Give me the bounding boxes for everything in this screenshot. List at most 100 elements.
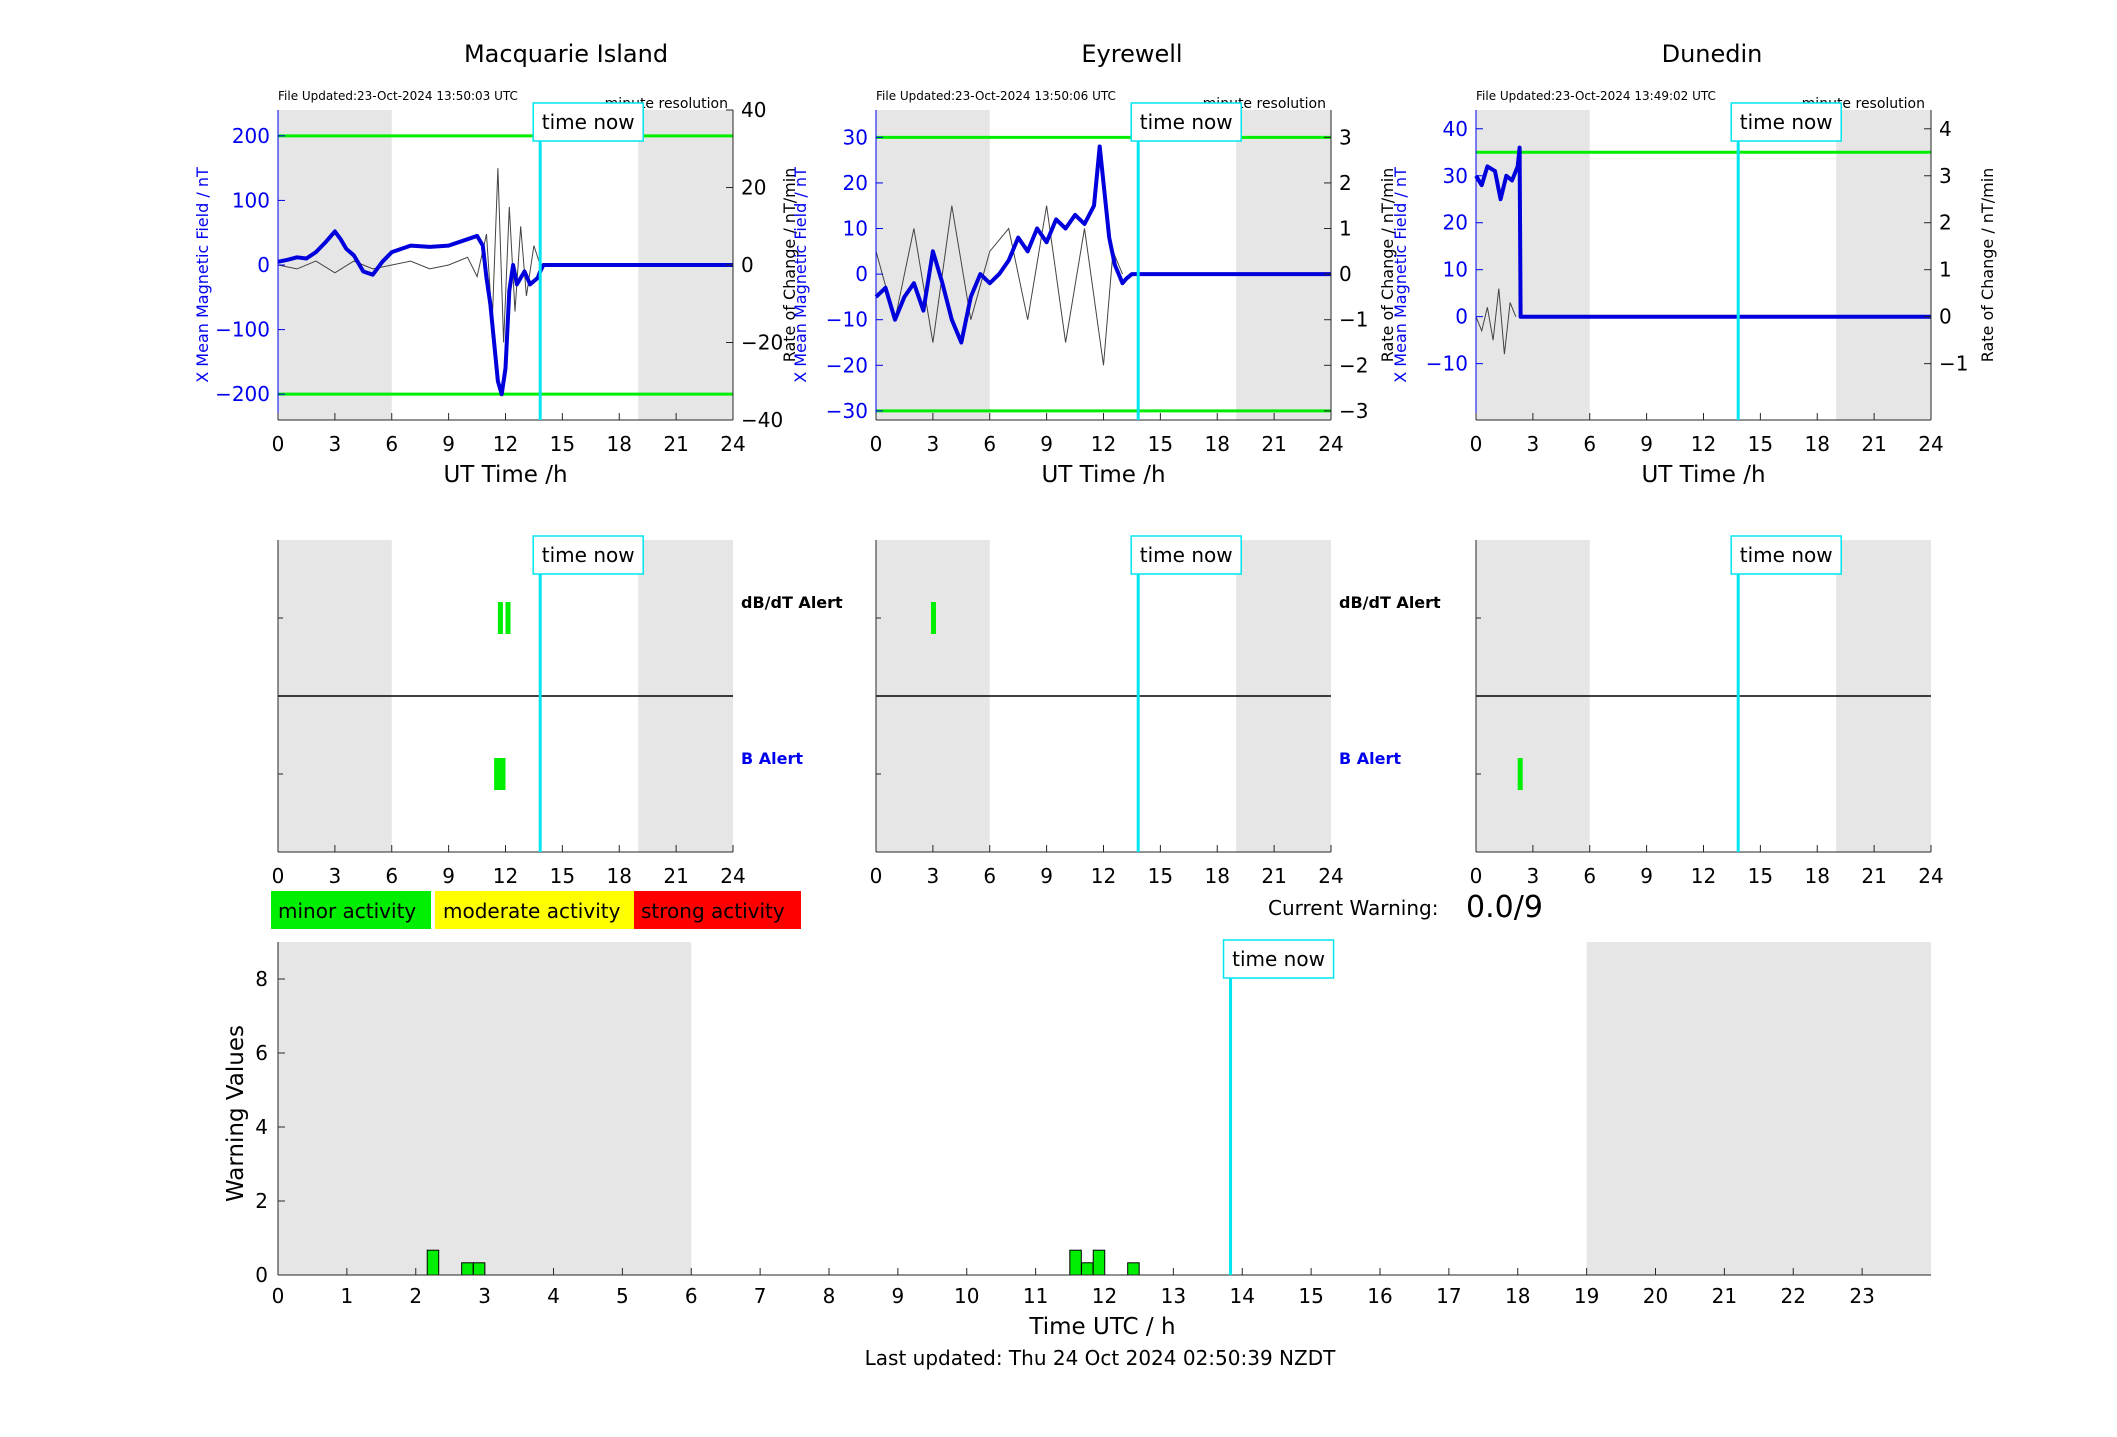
x-tick-label: 18 [607,864,632,888]
alert-chart-1: dB/dT Alert B Alert 0 3 6 9 12 15 18 21 24 time now [870,535,1441,888]
b-alert-label: B Alert [1339,749,1401,768]
x-tick-label: 24 [1318,432,1343,456]
x-tick-label: 11 [1023,1284,1048,1308]
b-alert-bar [1517,758,1523,790]
x-tick-label: 15 [1748,864,1773,888]
x-tick-label: 24 [1918,432,1943,456]
x-tick-label: 3 [478,1284,491,1308]
y-tick-left-label: −100 [215,318,270,342]
x-tick-label: 12 [1091,432,1116,456]
x-tick-label: 6 [983,432,996,456]
y-tick-right-label: 40 [741,98,766,122]
x-tick-label: 18 [607,432,632,456]
x-tick-label: 9 [1040,432,1053,456]
x-axis-label: UT Time /h [1641,462,1765,488]
x-tick-label: 12 [1691,432,1716,456]
b-alert-label: B Alert [741,749,803,768]
y-tick-right-label: −1 [1339,308,1368,332]
x-tick-label: 12 [493,432,518,456]
y-tick-right-label: 20 [741,176,766,200]
x-tick-label: 12 [1092,1284,1117,1308]
x-tick-label: 6 [385,864,398,888]
x-tick-label: 0 [870,864,883,888]
x-tick-label: 3 [927,432,940,456]
y-tick-left-label: −30 [826,399,868,423]
x-tick-label: 10 [954,1284,979,1308]
y-axis-right-label: Rate of Change / nT/min [1978,168,1997,363]
y-tick-left-label: −20 [826,353,868,377]
y-tick-right-label: 2 [1939,211,1952,235]
y-tick-left-label: 10 [1443,258,1468,282]
time-now-label: time now [1140,110,1233,134]
x-tick-label: 15 [1148,432,1173,456]
x-tick-label: 21 [1712,1284,1737,1308]
night-shading [278,942,692,1275]
y-axis-right-label: Rate of Change / nT/min [1378,168,1397,363]
night-shading [1836,110,1931,420]
x-tick-label: 0 [870,432,883,456]
rate-of-change-line [1475,288,1517,355]
b-alert-bar [494,758,506,790]
x-tick-label: 3 [1527,432,1540,456]
x-tick-label: 9 [892,1284,905,1308]
y-tick-label: 6 [255,1041,268,1065]
y-axis-left-label: X Mean Magnetic Field / nT [1391,167,1410,383]
y-tick-right-label: 1 [1939,258,1952,282]
x-tick-label: 21 [663,432,688,456]
x-tick-label: 3 [1527,864,1540,888]
x-tick-label: 5 [616,1284,629,1308]
y-tick-left-label: −10 [826,308,868,332]
x-axis-label: Time UTC / h [1028,1314,1175,1340]
x-tick-label: 9 [1640,864,1653,888]
x-tick-label: 18 [1505,1284,1530,1308]
y-tick-label: 4 [255,1115,268,1139]
y-tick-label: 8 [255,967,268,991]
file-updated-text: File Updated:23-Oct-2024 13:50:06 UTC [876,89,1116,103]
mean-field-line [277,229,733,397]
y-tick-left-label: −200 [215,382,270,406]
x-tick-label: 24 [720,864,745,888]
time-now-box [1730,102,1842,142]
warning-bar [1081,1262,1094,1276]
legend-minor-label: minor activity [278,899,416,923]
y-tick-left-label: 20 [843,171,868,195]
night-shading [278,110,392,420]
y-tick-right-label: 0 [1339,262,1352,286]
y-tick-left-label: 30 [1443,164,1468,188]
y-tick-right-label: −1 [1939,352,1968,376]
x-tick-label: 18 [1805,864,1830,888]
x-tick-label: 3 [927,864,940,888]
x-tick-label: 8 [823,1284,836,1308]
time-now-label: time now [1232,947,1325,971]
station-title: Eyrewell [1081,40,1182,68]
x-tick-label: 24 [1918,864,1943,888]
y-tick-right-label: 0 [1939,305,1952,329]
night-shading [1236,110,1331,420]
x-tick-label: 22 [1781,1284,1806,1308]
x-axis-label: UT Time /h [1041,462,1165,488]
x-tick-label: 6 [385,432,398,456]
x-tick-label: 6 [983,864,996,888]
y-tick-right-label: −20 [741,331,783,355]
x-tick-label: 6 [685,1284,698,1308]
dbdt-alert-label: dB/dT Alert [741,593,843,612]
night-shading [1476,110,1590,420]
legend-moderate-label: moderate activity [443,899,621,923]
x-tick-label: 0 [1470,432,1483,456]
x-tick-label: 15 [550,432,575,456]
alert-chart-0: dB/dT Alert B Alert 0 3 6 9 12 15 18 21 24 time now [272,535,843,888]
x-tick-label: 21 [663,864,688,888]
x-tick-label: 24 [720,432,745,456]
x-tick-label: 18 [1205,864,1230,888]
station-panel-macquarie: Macquarie Island File Updated:23-Oct-202… [278,40,728,112]
current-warning-label: Current Warning: [1268,896,1438,920]
x-tick-label: 0 [272,432,285,456]
station-panel-eyrewell: Eyrewell File Updated:23-Oct-2024 13:50:… [876,40,1326,112]
x-tick-label: 18 [1805,432,1830,456]
rate-of-change-line [875,205,1123,366]
y-axis-right-label: Rate of Change / nT/min [780,168,799,363]
x-tick-label: 0 [272,1284,285,1308]
warning-bar [461,1262,474,1276]
